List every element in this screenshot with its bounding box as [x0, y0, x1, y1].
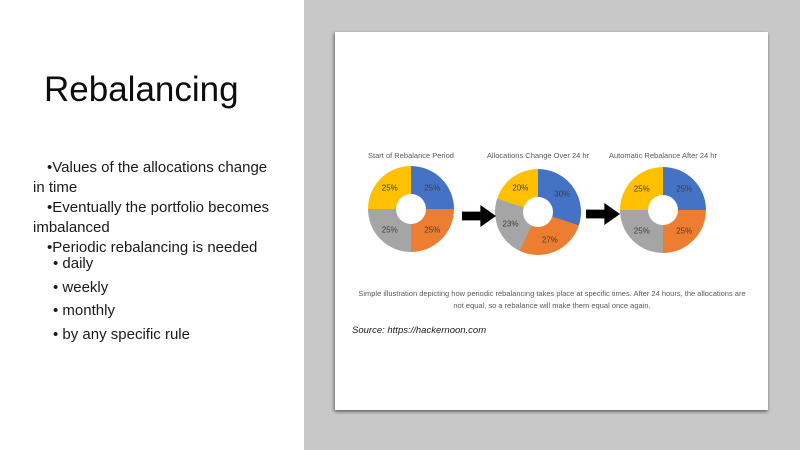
bullet-item: •Eventually the portfolio becomes imbala… — [33, 199, 270, 236]
slice-data-label: 25% — [424, 225, 441, 235]
slice-data-label: 25% — [633, 226, 650, 236]
slide-text-panel: Rebalancing •Values of the allocations c… — [0, 0, 304, 450]
sub-bullet-item: • weekly — [53, 278, 109, 296]
slice-data-label: 23% — [502, 219, 519, 229]
sub-bullet-item: • monthly — [53, 302, 115, 319]
slice-data-label: 25% — [676, 226, 693, 236]
slice-data-label: 25% — [633, 184, 650, 194]
bullet-item: •Values of the allocations change in tim… — [33, 159, 268, 196]
chart-title-rebalance: Automatic Rebalance After 24 hr — [609, 151, 717, 160]
figure-card: Start of Rebalance Period Allocations Ch… — [335, 32, 768, 410]
slice-data-label: 25% — [381, 183, 398, 193]
sub-bullet-item: • by any specific rule — [53, 325, 190, 343]
sub-bullet-list: • daily • weekly • monthly • by any specifi… — [53, 252, 273, 346]
slice-data-label: 30% — [554, 189, 571, 199]
source-attribution: Source: https://hackernoon.com — [352, 325, 487, 336]
slide-image-panel: Start of Rebalance Period Allocations Ch… — [304, 0, 800, 450]
figure-caption: Simple illustration depicting how period… — [358, 289, 746, 310]
slice-data-label: 25% — [424, 183, 441, 193]
sub-bullet-item: • daily — [53, 255, 94, 272]
slice-data-label: 25% — [381, 225, 398, 235]
chart-title-change: Allocations Change Over 24 hr — [486, 151, 590, 160]
donut-chart-rebalance: 25% 25% 25% 25% — [620, 167, 706, 253]
bullet-item: •Periodic rebalancing is needed — [47, 239, 258, 256]
slice-data-label: 20% — [512, 183, 529, 193]
right-arrow-icon — [586, 203, 620, 225]
slice-data-label: 25% — [676, 184, 693, 194]
bullet-list: •Values of the allocations change in tim… — [33, 158, 276, 258]
donut-chart-change: 30% 27% 23% 20% — [495, 169, 581, 255]
slice-data-label: 27% — [541, 235, 558, 245]
chart-title-start: Start of Rebalance Period — [368, 151, 454, 160]
donut-chart-start: 25% 25% 25% 25% — [368, 166, 454, 252]
slide-title: Rebalancing — [44, 70, 239, 109]
right-arrow-icon — [462, 205, 496, 227]
